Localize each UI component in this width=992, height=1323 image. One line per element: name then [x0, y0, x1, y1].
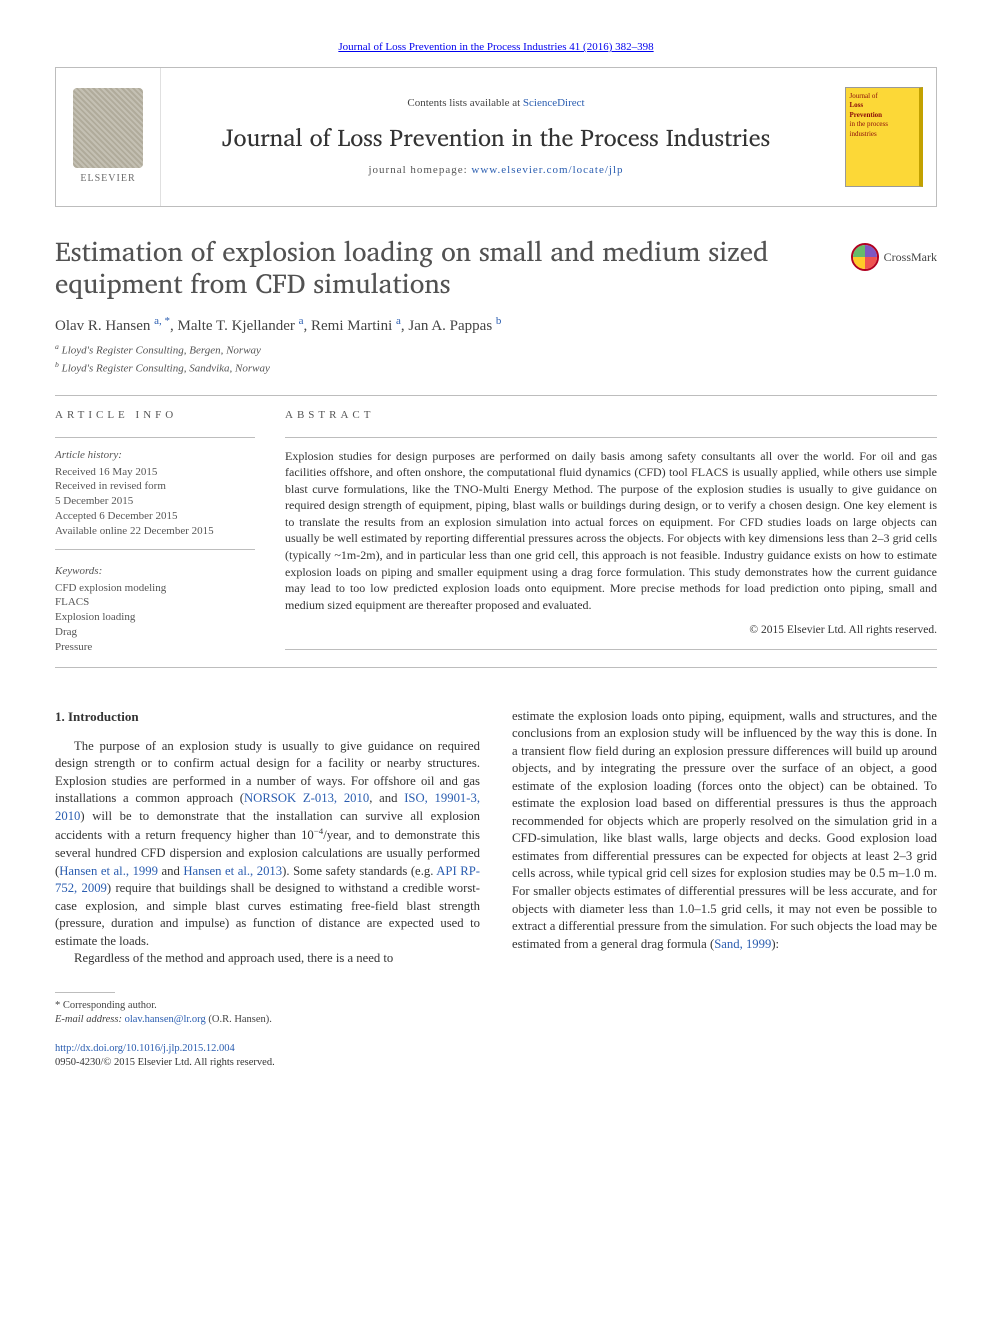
keyword: FLACS	[55, 595, 255, 610]
doi-block: http://dx.doi.org/10.1016/j.jlp.2015.12.…	[55, 1042, 480, 1071]
citation-header: Journal of Loss Prevention in the Proces…	[55, 40, 937, 55]
article-info-heading: ARTICLE INFO	[55, 408, 255, 423]
history-line: Received 16 May 2015	[55, 465, 255, 480]
journal-header-center: Contents lists available at ScienceDirec…	[161, 68, 831, 206]
email-label: E-mail address:	[55, 1014, 125, 1025]
ref-sand1999[interactable]: Sand, 1999	[714, 937, 771, 951]
abstract-body: Explosion studies for design purposes ar…	[285, 448, 937, 613]
homepage-link[interactable]: www.elsevier.com/locate/jlp	[471, 164, 623, 176]
history-line: Available online 22 December 2015	[55, 524, 255, 539]
ref-hansen1999[interactable]: Hansen et al., 1999	[59, 864, 158, 878]
history-line: Accepted 6 December 2015	[55, 509, 255, 524]
homepage-line: journal homepage: www.elsevier.com/locat…	[368, 163, 623, 178]
crossmark-label: CrossMark	[884, 249, 937, 265]
cover-line1: Journal of	[850, 92, 878, 100]
publisher-logo-slot: ELSEVIER	[56, 68, 161, 206]
abstract-rule-bottom	[285, 649, 937, 650]
affiliation-a: a Lloyd's Register Consulting, Bergen, N…	[55, 342, 937, 359]
keyword: CFD explosion modeling	[55, 581, 255, 596]
text-fragment: ). Some safety standards (e.g.	[282, 864, 436, 878]
cover-line4: in the process industries	[850, 120, 889, 137]
authors-line: Olav R. Hansen a, *, Malte T. Kjellander…	[55, 314, 937, 336]
corresponding-author-note: * Corresponding author. E-mail address: …	[55, 999, 480, 1028]
keywords-head: Keywords:	[55, 564, 255, 579]
meta-row: ARTICLE INFO Article history: Received 1…	[55, 408, 937, 655]
ref-hansen2013[interactable]: Hansen et al., 2013	[183, 864, 282, 878]
exponent: −4	[314, 826, 323, 836]
article-info-column: ARTICLE INFO Article history: Received 1…	[55, 408, 285, 655]
publisher-name: ELSEVIER	[80, 172, 135, 186]
abstract-copyright: © 2015 Elsevier Ltd. All rights reserved…	[285, 623, 937, 639]
journal-header-box: ELSEVIER Contents lists available at Sci…	[55, 67, 937, 207]
keyword: Pressure	[55, 640, 255, 655]
affiliation-a-text: Lloyd's Register Consulting, Bergen, Nor…	[62, 345, 261, 357]
issn-copyright: 0950-4230/© 2015 Elsevier Ltd. All right…	[55, 1057, 275, 1068]
affiliation-b: b Lloyd's Register Consulting, Sandvika,…	[55, 360, 937, 377]
contents-prefix: Contents lists available at	[407, 97, 522, 109]
abstract-rule	[285, 437, 937, 438]
text-fragment: ) require that buildings shall be design…	[55, 881, 480, 948]
history-line: Received in revised form	[55, 479, 255, 494]
journal-name: Journal of Loss Prevention in the Proces…	[222, 121, 770, 153]
crossmark-badge[interactable]: CrossMark	[851, 243, 937, 271]
text-fragment: ):	[771, 937, 779, 951]
journal-cover-thumb: Journal of Loss Prevention in the proces…	[845, 87, 923, 187]
text-fragment: and	[158, 864, 183, 878]
intro-para-1: The purpose of an explosion study is usu…	[55, 738, 480, 950]
history-line: 5 December 2015	[55, 494, 255, 509]
crossmark-icon	[851, 243, 879, 271]
keyword: Drag	[55, 625, 255, 640]
affiliation-b-text: Lloyd's Register Consulting, Sandvika, N…	[62, 363, 270, 375]
footnote-rule	[55, 992, 115, 993]
contents-line: Contents lists available at ScienceDirec…	[407, 96, 584, 111]
text-fragment: , and	[369, 791, 404, 805]
citation-link[interactable]: Journal of Loss Prevention in the Proces…	[338, 41, 653, 53]
section-1-heading: 1. Introduction	[55, 708, 480, 726]
article-title: Estimation of explosion loading on small…	[55, 235, 851, 300]
elsevier-tree-icon	[73, 88, 143, 168]
sciencedirect-link[interactable]: ScienceDirect	[523, 97, 585, 109]
body-two-column: 1. Introduction The purpose of an explos…	[55, 708, 937, 1071]
text-fragment: estimate the explosion loads onto piping…	[512, 709, 937, 951]
cover-line3: Prevention	[850, 111, 883, 119]
article-info-rule2	[55, 549, 255, 550]
body-col-right: estimate the explosion loads onto piping…	[512, 708, 937, 1071]
rule-above-meta	[55, 395, 937, 396]
body-col-left: 1. Introduction The purpose of an explos…	[55, 708, 480, 1071]
cover-line2: Loss	[850, 101, 864, 109]
keyword: Explosion loading	[55, 610, 255, 625]
homepage-prefix: journal homepage:	[368, 164, 471, 176]
doi-link[interactable]: http://dx.doi.org/10.1016/j.jlp.2015.12.…	[55, 1043, 235, 1054]
intro-para-continued: estimate the explosion loads onto piping…	[512, 708, 937, 953]
ref-norsok[interactable]: NORSOK Z-013, 2010	[244, 791, 369, 805]
abstract-heading: ABSTRACT	[285, 408, 937, 423]
email-suffix: (O.R. Hansen).	[206, 1014, 272, 1025]
rule-below-meta	[55, 667, 937, 668]
abstract-column: ABSTRACT Explosion studies for design pu…	[285, 408, 937, 655]
intro-para-2: Regardless of the method and approach us…	[55, 950, 480, 968]
corresp-label: * Corresponding author.	[55, 999, 480, 1013]
history-head: Article history:	[55, 448, 255, 463]
author-email-link[interactable]: olav.hansen@lr.org	[125, 1014, 206, 1025]
article-info-rule	[55, 437, 255, 438]
journal-cover-slot: Journal of Loss Prevention in the proces…	[831, 68, 936, 206]
affiliations: a Lloyd's Register Consulting, Bergen, N…	[55, 342, 937, 377]
